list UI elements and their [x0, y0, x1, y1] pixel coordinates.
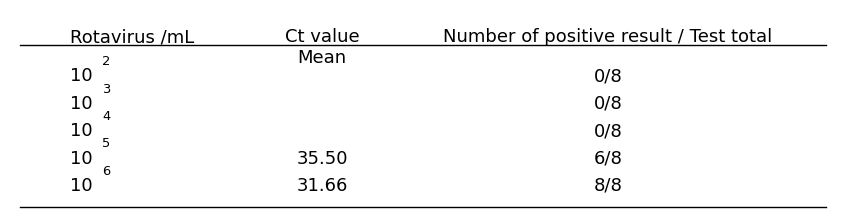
- Text: 35.50: 35.50: [296, 149, 348, 167]
- Text: Ct value
Mean: Ct value Mean: [285, 28, 360, 67]
- Text: 6/8: 6/8: [593, 149, 623, 167]
- Text: 10: 10: [70, 149, 93, 167]
- Text: 0/8: 0/8: [594, 95, 623, 113]
- Text: 3: 3: [102, 83, 110, 95]
- Text: 5: 5: [102, 137, 110, 150]
- Text: 6: 6: [102, 165, 110, 178]
- Text: 0/8: 0/8: [594, 122, 623, 140]
- Text: 0/8: 0/8: [594, 67, 623, 86]
- Text: 31.66: 31.66: [296, 177, 348, 195]
- Text: 4: 4: [102, 110, 110, 123]
- Text: 10: 10: [70, 122, 93, 140]
- Text: 10: 10: [70, 67, 93, 86]
- Text: 10: 10: [70, 177, 93, 195]
- Text: Number of positive result / Test total: Number of positive result / Test total: [443, 28, 772, 46]
- Text: 2: 2: [102, 55, 110, 68]
- Text: Rotavirus /mL: Rotavirus /mL: [70, 28, 195, 46]
- Text: 8/8: 8/8: [593, 177, 623, 195]
- Text: 10: 10: [70, 95, 93, 113]
